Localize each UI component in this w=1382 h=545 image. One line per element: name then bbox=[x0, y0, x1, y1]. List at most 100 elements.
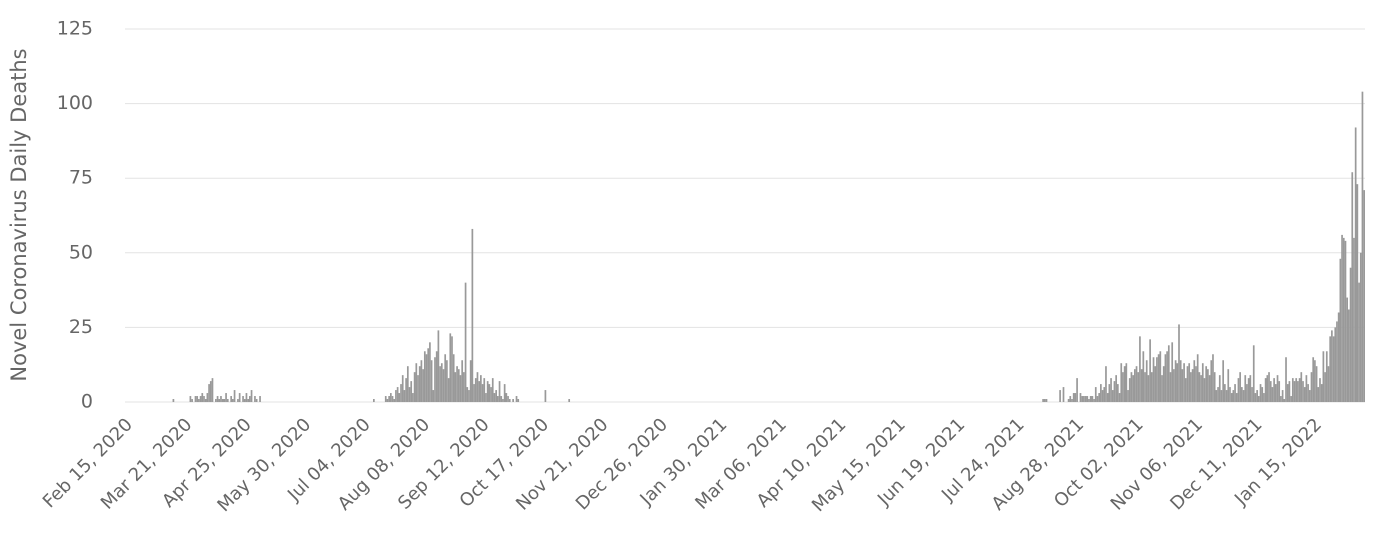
bar bbox=[1342, 237, 1345, 402]
bar bbox=[398, 393, 401, 402]
bar bbox=[1290, 396, 1292, 402]
bar bbox=[226, 399, 229, 402]
bar bbox=[1327, 366, 1330, 402]
bar bbox=[1273, 378, 1275, 402]
bar bbox=[474, 378, 477, 402]
bar bbox=[225, 393, 227, 402]
bar bbox=[1300, 372, 1303, 402]
bar bbox=[1305, 375, 1308, 402]
bar bbox=[1059, 390, 1061, 402]
bar bbox=[389, 393, 392, 402]
bar bbox=[446, 360, 448, 402]
bar bbox=[191, 399, 193, 402]
bar bbox=[491, 378, 494, 402]
bar bbox=[508, 399, 511, 402]
bar bbox=[1125, 363, 1128, 402]
bar bbox=[454, 372, 457, 402]
bar bbox=[452, 354, 455, 402]
bar bbox=[242, 396, 244, 402]
bar bbox=[1225, 390, 1228, 402]
bar bbox=[1103, 387, 1106, 402]
bar bbox=[230, 396, 233, 402]
bar bbox=[1268, 372, 1270, 402]
bar bbox=[221, 399, 224, 402]
bar bbox=[512, 399, 514, 402]
bar bbox=[432, 390, 435, 402]
bar bbox=[466, 387, 469, 402]
bar bbox=[1084, 396, 1087, 402]
y-tick-label: 125 bbox=[57, 18, 93, 40]
bar bbox=[1280, 396, 1282, 402]
bar bbox=[1062, 387, 1065, 402]
bar bbox=[500, 396, 503, 402]
bar bbox=[1110, 378, 1112, 402]
bar bbox=[1237, 378, 1240, 402]
bar bbox=[1218, 375, 1221, 402]
bar bbox=[1325, 351, 1328, 402]
bar bbox=[1297, 381, 1299, 402]
bar bbox=[1247, 378, 1250, 402]
bar bbox=[1169, 372, 1172, 402]
bar bbox=[1123, 366, 1126, 402]
bar bbox=[1207, 369, 1209, 402]
bar bbox=[1100, 384, 1102, 402]
bar bbox=[1154, 366, 1157, 402]
bar bbox=[208, 384, 210, 402]
bar bbox=[1142, 351, 1145, 402]
bar bbox=[495, 390, 497, 402]
bar bbox=[423, 351, 426, 402]
bar bbox=[1308, 390, 1311, 402]
bar bbox=[220, 396, 222, 402]
bar bbox=[1106, 393, 1109, 402]
bar bbox=[255, 399, 258, 402]
bar bbox=[405, 378, 407, 402]
bar bbox=[478, 381, 481, 402]
bar bbox=[373, 399, 375, 402]
bar bbox=[1178, 324, 1180, 402]
bar bbox=[476, 372, 479, 402]
bar bbox=[1045, 399, 1048, 402]
bar bbox=[386, 399, 389, 402]
bar bbox=[1195, 366, 1197, 402]
bar bbox=[1200, 375, 1202, 402]
bar bbox=[1088, 399, 1090, 402]
bar bbox=[232, 399, 234, 402]
bar bbox=[1147, 375, 1150, 402]
bar bbox=[1317, 387, 1320, 402]
bar bbox=[1256, 390, 1258, 402]
bar bbox=[1354, 127, 1357, 403]
bar bbox=[1208, 375, 1211, 402]
bar bbox=[468, 390, 470, 402]
bar bbox=[1229, 387, 1231, 402]
bar bbox=[1274, 384, 1277, 402]
bar bbox=[422, 369, 424, 402]
bar bbox=[406, 366, 409, 402]
bar bbox=[1283, 399, 1286, 402]
bar bbox=[216, 396, 219, 402]
bar bbox=[1361, 91, 1364, 402]
bar bbox=[1251, 387, 1253, 402]
bar bbox=[245, 393, 248, 402]
bar bbox=[1139, 336, 1141, 402]
bar bbox=[1127, 390, 1129, 402]
bar bbox=[384, 396, 387, 402]
bar bbox=[1307, 384, 1309, 402]
bar bbox=[209, 381, 212, 402]
y-tick-label: 25 bbox=[69, 316, 93, 338]
bar bbox=[1173, 369, 1175, 402]
bar bbox=[1353, 237, 1355, 402]
bar bbox=[1130, 372, 1133, 402]
bar bbox=[1149, 339, 1151, 402]
bar bbox=[254, 396, 256, 402]
bar bbox=[247, 399, 249, 402]
y-tick-label: 0 bbox=[81, 391, 93, 413]
bar bbox=[1069, 396, 1072, 402]
bar bbox=[503, 384, 506, 402]
bar bbox=[211, 378, 214, 402]
bar bbox=[206, 393, 209, 402]
y-tick-label: 100 bbox=[57, 92, 93, 114]
bar bbox=[420, 360, 423, 402]
bar bbox=[1252, 345, 1255, 402]
bar bbox=[437, 330, 440, 402]
